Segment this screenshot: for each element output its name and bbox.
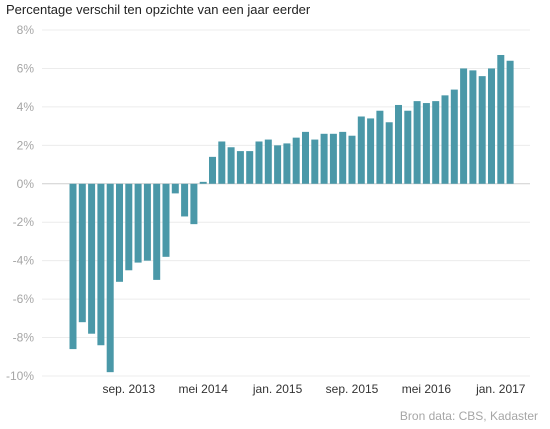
y-tick-label: 0% [17, 177, 35, 191]
bar [143, 183, 151, 261]
bar [199, 181, 207, 184]
x-tick-label: jan. 2017 [475, 382, 526, 396]
bar [236, 151, 244, 184]
bar [190, 183, 198, 225]
x-tick-label: sep. 2015 [326, 382, 379, 396]
bar [227, 147, 235, 184]
x-tick-label: mei 2014 [179, 382, 229, 396]
bar [506, 60, 514, 184]
bar [469, 70, 477, 184]
bar [69, 183, 77, 350]
bar [302, 131, 309, 184]
bar [88, 183, 96, 334]
bar [246, 151, 254, 184]
bar [283, 143, 291, 184]
bar [339, 131, 347, 184]
y-tick-label: 8% [17, 23, 35, 37]
bar [125, 183, 133, 271]
bar [460, 68, 468, 184]
bar [78, 183, 86, 323]
bar [97, 183, 105, 346]
bar [413, 101, 421, 184]
y-tick-label: 2% [17, 138, 35, 152]
bar [450, 89, 458, 184]
bar [329, 133, 337, 184]
bar [162, 183, 170, 257]
x-tick-label: sep. 2013 [102, 382, 155, 396]
bar [404, 110, 412, 184]
bar [422, 103, 430, 184]
x-tick-label: mei 2016 [402, 382, 452, 396]
bar [153, 183, 161, 280]
bar [320, 133, 328, 184]
bar [367, 118, 375, 184]
bar [432, 101, 440, 184]
bar [116, 183, 123, 282]
bar [441, 95, 449, 184]
y-tick-label: -2% [13, 215, 35, 229]
bar [106, 183, 114, 373]
bar [488, 68, 495, 184]
bar [171, 183, 179, 194]
y-tick-label: -4% [13, 254, 35, 268]
bar [134, 183, 142, 263]
bar [311, 139, 319, 184]
bar [209, 156, 216, 184]
y-tick-label: -6% [13, 292, 35, 306]
bar [385, 122, 393, 184]
bar [395, 104, 402, 184]
bar [292, 137, 300, 184]
bar [181, 183, 189, 217]
y-tick-label: 4% [17, 100, 35, 114]
y-tick-label: 6% [17, 61, 35, 75]
y-tick-label: -8% [13, 331, 35, 345]
bar [218, 141, 226, 184]
bar [376, 110, 384, 184]
bar [357, 116, 365, 184]
x-tick-label: jan. 2015 [252, 382, 303, 396]
bar [348, 135, 356, 184]
bar [264, 139, 272, 184]
chart-title: Percentage verschil ten opzichte van een… [6, 2, 311, 17]
bar [255, 141, 263, 184]
bar [497, 54, 505, 184]
bar [274, 145, 282, 184]
bar [478, 76, 486, 184]
y-tick-label: -10% [6, 369, 34, 383]
source-note: Bron data: CBS, Kadaster [399, 409, 538, 423]
